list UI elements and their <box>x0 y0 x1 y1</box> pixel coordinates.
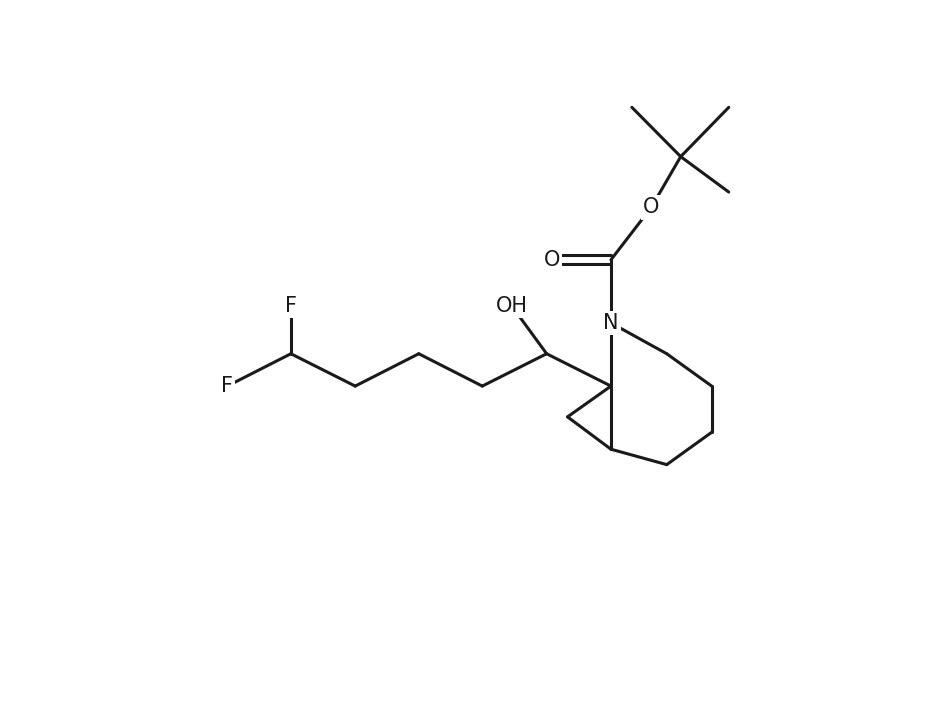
Text: F: F <box>221 376 233 396</box>
Text: O: O <box>544 250 560 270</box>
Text: F: F <box>285 296 297 316</box>
Text: OH: OH <box>496 296 528 316</box>
Text: N: N <box>603 313 619 333</box>
Text: O: O <box>643 197 660 218</box>
